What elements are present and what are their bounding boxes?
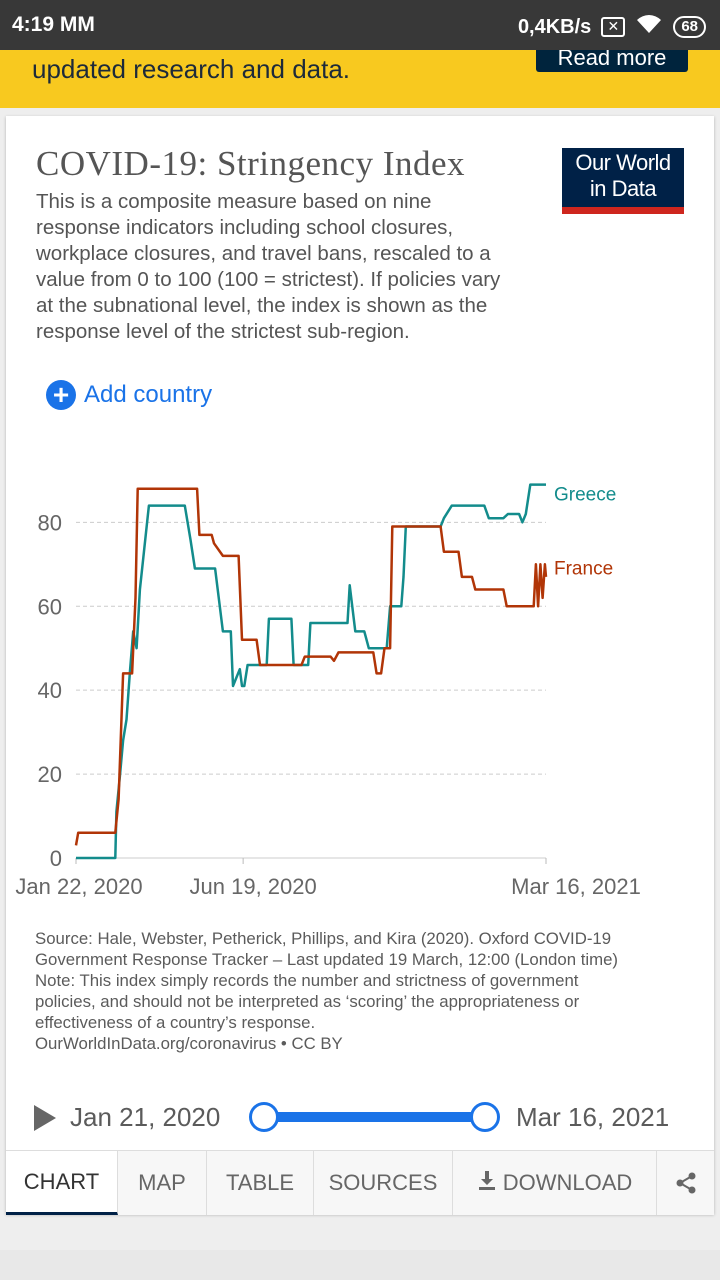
chart-tabs: CHART MAP TABLE SOURCES DOWNLOAD	[6, 1150, 714, 1215]
status-icons: 0,4KB/s ✕ 68	[518, 13, 706, 41]
chart-subtitle: This is a composite measure based on nin…	[36, 190, 501, 343]
timeline-start-label: Jan 21, 2020	[70, 1102, 221, 1132]
x-tick-label: Jun 19, 2020	[190, 874, 317, 899]
tab-chart[interactable]: CHART	[6, 1151, 118, 1215]
status-time: 4:19 MM	[12, 13, 95, 36]
share-icon[interactable]	[657, 1151, 714, 1215]
y-tick-label: 40	[38, 678, 62, 703]
banner-text: updated research and data.	[32, 54, 351, 84]
y-tick-label: 60	[38, 594, 62, 619]
chart-card: COVID-19: Stringency Index This is a com…	[6, 116, 714, 1215]
no-sim-icon: ✕	[601, 17, 626, 37]
logo-accent-bar	[562, 207, 684, 214]
note-text: Note: This index simply records the numb…	[35, 971, 580, 1032]
series-line-france	[74, 487, 548, 846]
timeline-slider: Jan 21, 2020 Mar 16, 2021	[6, 1098, 714, 1138]
read-more-button[interactable]: Read more	[536, 50, 688, 72]
source-text: Source: Hale, Webster, Petherick, Philli…	[35, 929, 619, 969]
page-bottom	[0, 1250, 720, 1280]
wifi-icon	[635, 13, 663, 41]
tab-map-label: MAP	[138, 1170, 186, 1195]
tab-map[interactable]: MAP	[118, 1151, 207, 1215]
stringency-line-chart[interactable]: 0 20 40 60 80 Jan 22, 2020 Jun 19, 2020 Mar 16,…	[6, 446, 714, 906]
battery-icon: 68	[673, 16, 706, 38]
chart-footnote: Source: Hale, Webster, Petherick, Philli…	[35, 928, 635, 1054]
series-label-france: France	[554, 558, 613, 579]
timeline-end-label: Mar 16, 2021	[516, 1102, 670, 1132]
tab-download[interactable]: DOWNLOAD	[453, 1151, 657, 1215]
logo-line-2: in Data	[589, 176, 657, 201]
chart-title: COVID-19: Stringency Index	[36, 144, 466, 183]
x-tick-label: Mar 16, 2021	[511, 874, 641, 899]
timeline-start-handle[interactable]	[249, 1102, 279, 1132]
add-country-button[interactable]: + Add country	[46, 380, 212, 410]
promo-banner: updated research and data. Read more	[0, 50, 720, 108]
network-speed: 0,4KB/s	[517, 15, 592, 38]
tab-table-label: TABLE	[225, 1170, 295, 1195]
tab-table[interactable]: TABLE	[207, 1151, 314, 1215]
tab-chart-label: CHART	[23, 1168, 100, 1194]
series-label-greece: Greece	[554, 485, 616, 506]
status-bar: 4:19 MM 0,4KB/s ✕ 68	[0, 0, 720, 50]
y-tick-label: 80	[38, 510, 62, 535]
timeline-track[interactable]	[264, 1112, 486, 1122]
tab-sources-label: SOURCES	[328, 1170, 438, 1195]
timeline-end-handle[interactable]	[470, 1102, 500, 1132]
tab-sources[interactable]: SOURCES	[314, 1151, 453, 1215]
download-icon	[477, 1169, 497, 1197]
credit-link[interactable]: OurWorldInData.org/coronavirus • CC BY	[35, 1034, 343, 1053]
x-tick-label: Jan 22, 2020	[15, 874, 142, 899]
plus-icon: +	[46, 380, 76, 410]
series-line-greece	[76, 483, 546, 860]
play-icon[interactable]	[34, 1105, 56, 1131]
logo-line-1: Our World	[575, 150, 671, 175]
owid-logo[interactable]: Our World in Data	[562, 148, 684, 214]
y-tick-label: 20	[38, 762, 62, 787]
y-tick-label: 0	[50, 846, 62, 871]
tab-download-label: DOWNLOAD	[502, 1170, 633, 1195]
add-country-label: Add country	[84, 381, 213, 408]
